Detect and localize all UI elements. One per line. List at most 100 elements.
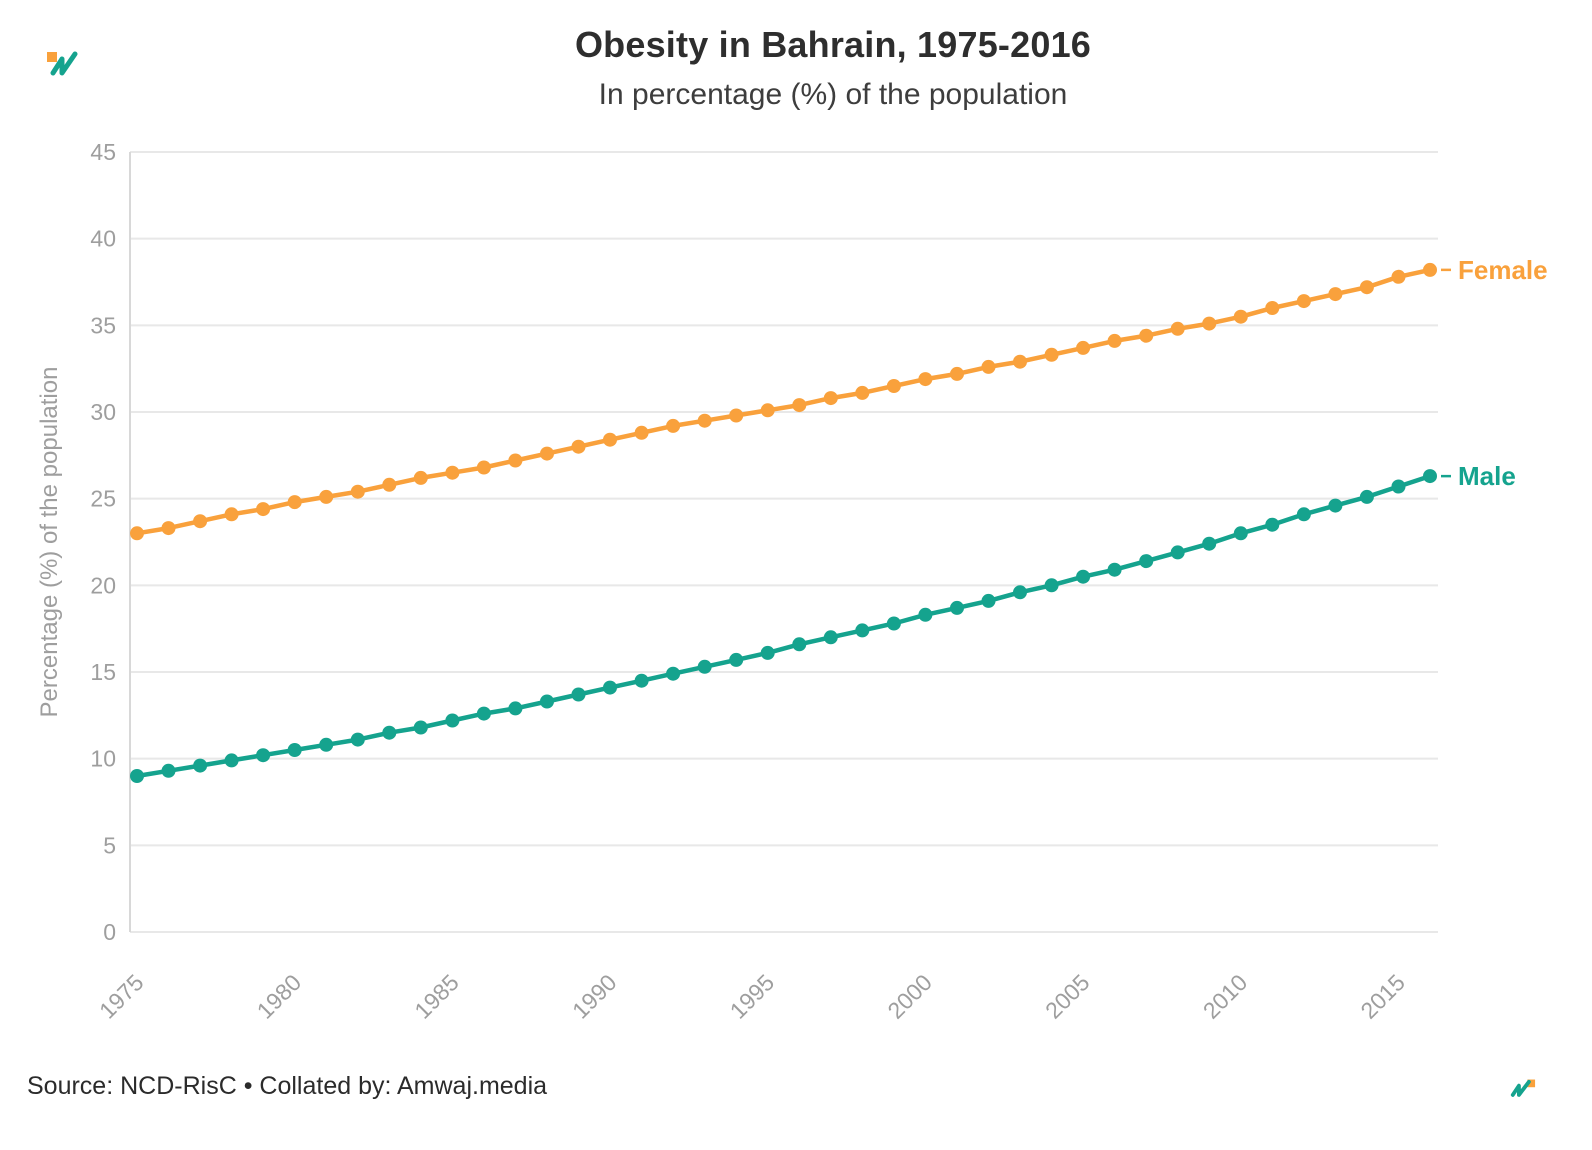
data-point	[1423, 262, 1437, 277]
data-point	[666, 666, 681, 681]
data-point	[161, 521, 176, 536]
x-tick-label: 1990	[567, 969, 622, 1024]
x-axis-tick-labels: 1975 1980 1985 1990 1995 2000 2005 2010 2015	[94, 969, 1410, 1024]
data-point	[950, 366, 964, 381]
data-point	[382, 477, 397, 492]
data-point	[981, 593, 996, 608]
amwaj-logo-icon-small	[1508, 1078, 1536, 1098]
x-tick-label: 1980	[252, 969, 307, 1024]
data-point	[382, 725, 397, 740]
y-tick-label: 0	[103, 919, 116, 945]
data-point	[918, 607, 933, 622]
data-point	[950, 600, 964, 615]
data-point	[476, 460, 491, 475]
data-point	[540, 694, 554, 709]
series-male: Male	[130, 461, 1516, 783]
source-note: Source: NCD-RisC • Collated by: Amwaj.me…	[27, 1072, 548, 1100]
data-point	[1265, 301, 1280, 315]
x-tick-label: 2010	[1198, 969, 1253, 1024]
y-tick-label: 5	[103, 832, 116, 858]
data-point	[981, 359, 996, 374]
data-point	[508, 701, 523, 716]
data-point	[256, 748, 271, 763]
data-point	[1044, 578, 1059, 593]
y-tick-label: 30	[90, 399, 116, 425]
data-point	[886, 616, 901, 631]
data-point	[634, 425, 649, 440]
data-point	[760, 645, 775, 660]
data-point	[508, 453, 523, 468]
x-tick-label: 1985	[409, 969, 464, 1024]
data-point	[161, 763, 176, 778]
y-tick-label: 10	[90, 746, 116, 772]
y-tick-label: 40	[90, 226, 116, 252]
data-point	[445, 465, 460, 480]
data-point	[697, 413, 712, 428]
data-point	[1233, 526, 1248, 541]
data-point	[193, 758, 208, 773]
data-point	[1139, 554, 1154, 569]
data-point	[886, 379, 901, 393]
data-point	[224, 753, 239, 768]
data-point	[1202, 536, 1217, 551]
series-line	[134, 473, 1433, 779]
data-point	[1296, 294, 1311, 309]
y-tick-label: 15	[90, 659, 116, 685]
logo-teal-mark	[50, 51, 78, 76]
data-point	[1076, 340, 1091, 355]
data-point	[823, 630, 838, 645]
data-point	[1107, 562, 1122, 577]
data-point	[413, 470, 428, 485]
data-point	[918, 372, 933, 387]
logo-orange-square	[1527, 1079, 1536, 1088]
data-point	[1139, 328, 1154, 343]
y-tick-label: 45	[90, 139, 116, 165]
data-point	[287, 495, 302, 510]
data-point	[603, 680, 617, 695]
x-tick-label: 2005	[1040, 969, 1095, 1024]
data-point	[224, 507, 239, 522]
data-point	[350, 732, 365, 747]
data-point	[1076, 569, 1091, 584]
data-point	[1391, 269, 1406, 284]
data-point	[1013, 354, 1027, 369]
data-point	[1328, 498, 1343, 513]
data-point	[855, 623, 870, 638]
data-point	[855, 385, 870, 400]
x-tick-label: 1995	[725, 969, 780, 1024]
x-tick-label: 2000	[882, 969, 937, 1024]
data-point	[1170, 321, 1185, 336]
data-point	[1359, 280, 1374, 295]
logo-teal-mark	[1510, 1079, 1531, 1097]
y-axis-title: Percentage (%) of the population	[36, 367, 63, 718]
y-tick-label: 35	[90, 312, 116, 338]
data-point	[571, 687, 586, 702]
data-point	[729, 652, 744, 667]
logo-orange-square	[47, 52, 57, 62]
series-end-label: Female	[1458, 255, 1548, 285]
data-point	[540, 446, 554, 461]
data-point	[1359, 489, 1374, 504]
data-point	[350, 484, 365, 499]
data-point	[319, 737, 334, 752]
x-tick-label: 1975	[94, 969, 149, 1024]
y-tick-label: 25	[90, 486, 116, 512]
series-end-label: Male	[1458, 461, 1516, 491]
data-point	[666, 418, 681, 433]
data-point	[1328, 287, 1343, 302]
data-point	[760, 403, 775, 418]
data-point	[130, 769, 144, 783]
data-point	[792, 398, 807, 413]
data-point	[729, 408, 744, 423]
chart-subtitle: In percentage (%) of the population	[598, 78, 1068, 111]
data-point	[603, 432, 617, 447]
data-point	[1170, 545, 1185, 560]
amwaj-logo-icon	[46, 50, 82, 76]
y-axis-tick-labels: 0 5 10 15 20 25 30 35 40 45	[90, 139, 116, 945]
data-point	[634, 673, 649, 688]
data-point	[319, 489, 334, 504]
data-point	[1044, 347, 1059, 362]
data-point	[256, 502, 271, 517]
